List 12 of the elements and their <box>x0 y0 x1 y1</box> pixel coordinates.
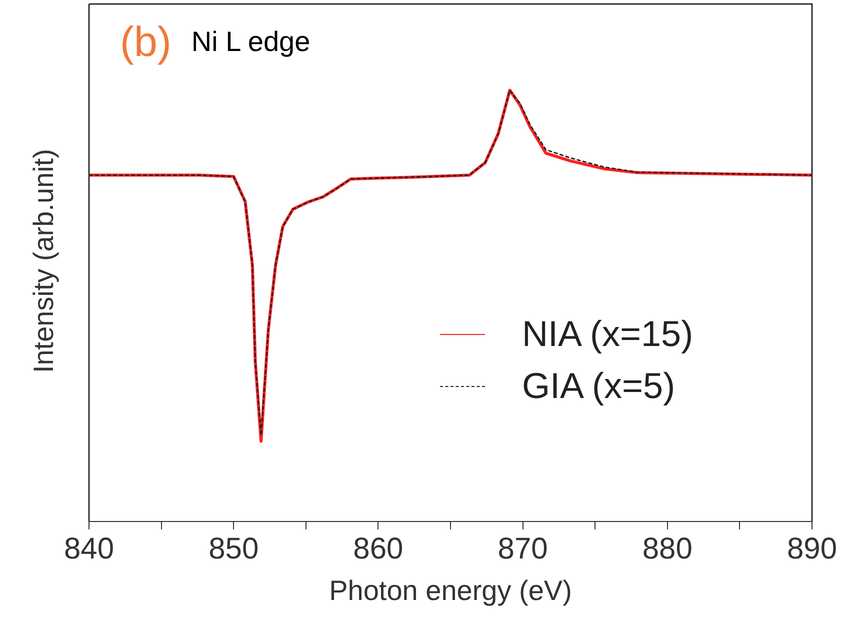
y-axis-title: Intensity (arb.unit) <box>28 148 60 374</box>
x-axis-title: Photon energy (eV) <box>329 574 572 606</box>
x-tick-label: 860 <box>353 532 404 566</box>
x-tick-label: 840 <box>64 532 114 566</box>
x-tick-label: 850 <box>208 532 259 566</box>
legend-label: GIA (x=5) <box>522 365 676 407</box>
legend-label: NIA (x=15) <box>522 313 694 355</box>
x-tick-label: 890 <box>786 532 838 566</box>
x-tick-label: 870 <box>498 532 548 566</box>
chart-title: Ni L edge <box>191 26 310 57</box>
x-tick-label: 880 <box>642 532 692 566</box>
text: (b) <box>120 18 172 65</box>
